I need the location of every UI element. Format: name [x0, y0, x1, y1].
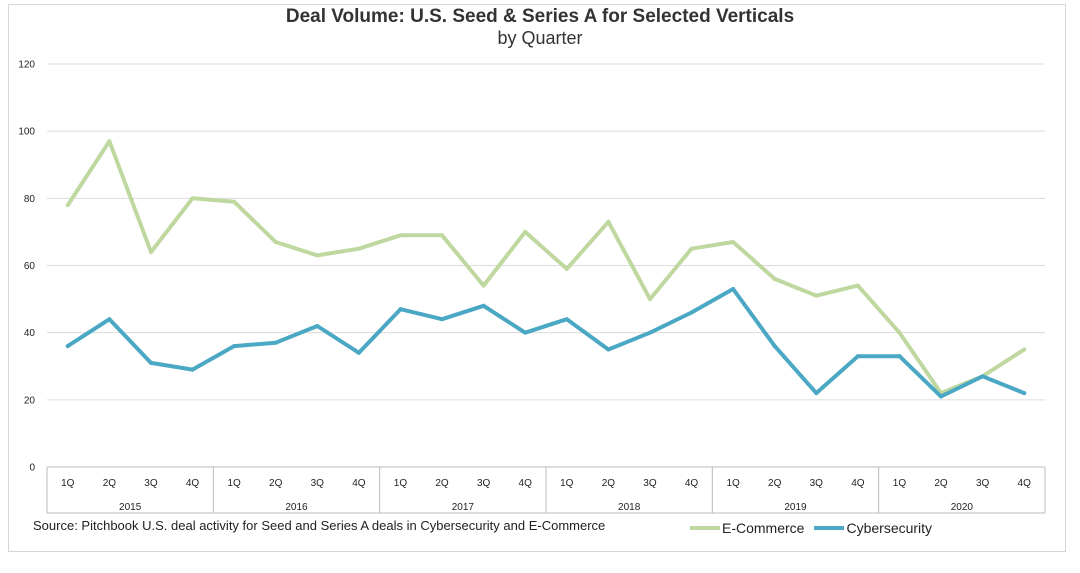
data-point-cybersecurity — [315, 323, 320, 328]
x-year-label: 2017 — [452, 502, 475, 513]
legend-label-ecommerce: E-Commerce — [722, 520, 805, 536]
data-point-cybersecurity — [190, 367, 195, 372]
x-tick-label: 2Q — [103, 478, 117, 489]
data-point-cybersecurity — [606, 347, 611, 352]
x-year-label: 2018 — [618, 502, 641, 513]
x-year-label: 2015 — [119, 502, 142, 513]
x-tick-label: 4Q — [186, 478, 200, 489]
data-point-cybersecurity — [647, 330, 652, 335]
x-tick-label: 1Q — [893, 478, 907, 489]
data-point-e-commerce — [148, 250, 153, 255]
data-point-e-commerce — [772, 276, 777, 281]
legend-swatch-cybersecurity — [814, 526, 845, 530]
x-tick-label: 3Q — [477, 478, 491, 489]
legend-item-ecommerce: E-Commerce — [690, 520, 804, 536]
data-point-cybersecurity — [232, 344, 237, 349]
x-tick-label: 2Q — [602, 478, 616, 489]
data-point-e-commerce — [65, 203, 70, 208]
data-point-cybersecurity — [897, 354, 902, 359]
x-tick-label: 4Q — [685, 478, 699, 489]
x-tick-label: 2Q — [435, 478, 449, 489]
x-year-label: 2020 — [951, 502, 974, 513]
x-year-label: 2016 — [285, 502, 308, 513]
x-tick-label: 2Q — [768, 478, 782, 489]
chart-title: Deal Volume: U.S. Seed & Series A for Se… — [285, 6, 795, 27]
legend-item-cybersecurity: Cybersecurity — [814, 520, 932, 536]
x-year-label: 2019 — [784, 502, 807, 513]
data-point-cybersecurity — [814, 391, 819, 396]
x-tick-label: 3Q — [976, 478, 990, 489]
data-point-cybersecurity — [1022, 391, 1027, 396]
x-tick-label: 4Q — [1018, 478, 1032, 489]
x-tick-label: 1Q — [61, 478, 75, 489]
y-tick-label: 0 — [29, 463, 35, 474]
data-point-e-commerce — [273, 239, 278, 244]
data-point-cybersecurity — [107, 317, 112, 322]
x-tick-label: 3Q — [810, 478, 824, 489]
data-point-e-commerce — [523, 229, 528, 234]
data-point-e-commerce — [564, 266, 569, 271]
chart-subtitle: by Quarter — [497, 28, 583, 48]
data-point-e-commerce — [689, 246, 694, 251]
legend-swatch-ecommerce — [690, 526, 720, 530]
data-point-cybersecurity — [564, 317, 569, 322]
data-point-e-commerce — [647, 297, 652, 302]
data-point-cybersecurity — [689, 310, 694, 315]
x-tick-label: 1Q — [227, 478, 241, 489]
data-point-e-commerce — [814, 293, 819, 298]
x-tick-label: 2Q — [934, 478, 948, 489]
y-tick-label: 120 — [18, 60, 35, 71]
series-line-e-commerce — [65, 139, 1027, 396]
data-point-cybersecurity — [855, 354, 860, 359]
x-tick-label: 4Q — [352, 478, 366, 489]
data-point-e-commerce — [731, 239, 736, 244]
x-tick-label: 3Q — [311, 478, 325, 489]
data-point-cybersecurity — [356, 350, 361, 355]
data-point-e-commerce — [232, 199, 237, 204]
chart-source-note: Source: Pitchbook U.S. deal activity for… — [33, 518, 606, 533]
data-point-cybersecurity — [980, 374, 985, 379]
legend-label-cybersecurity: Cybersecurity — [846, 520, 933, 536]
y-tick-label: 40 — [24, 328, 36, 339]
data-point-cybersecurity — [440, 317, 445, 322]
x-tick-label: 3Q — [643, 478, 657, 489]
data-point-cybersecurity — [939, 394, 944, 399]
data-point-cybersecurity — [523, 330, 528, 335]
x-tick-label: 1Q — [726, 478, 740, 489]
data-point-cybersecurity — [772, 344, 777, 349]
data-point-e-commerce — [440, 233, 445, 238]
data-point-cybersecurity — [731, 287, 736, 292]
data-point-e-commerce — [398, 233, 403, 238]
data-point-e-commerce — [356, 246, 361, 251]
data-point-e-commerce — [855, 283, 860, 288]
x-tick-label: 1Q — [560, 478, 574, 489]
x-tick-label: 1Q — [394, 478, 408, 489]
x-tick-label: 4Q — [851, 478, 865, 489]
data-point-e-commerce — [606, 219, 611, 224]
data-point-e-commerce — [481, 283, 486, 288]
x-tick-label: 4Q — [519, 478, 533, 489]
data-point-e-commerce — [1022, 347, 1027, 352]
y-tick-label: 100 — [18, 127, 35, 138]
x-tick-label: 2Q — [269, 478, 283, 489]
data-point-e-commerce — [190, 196, 195, 201]
data-point-e-commerce — [107, 139, 112, 144]
y-tick-label: 80 — [24, 194, 36, 205]
data-point-cybersecurity — [148, 360, 153, 365]
data-point-e-commerce — [315, 253, 320, 258]
series-line-cybersecurity — [65, 287, 1027, 399]
chart-frame — [8, 4, 1066, 552]
y-tick-label: 60 — [24, 261, 36, 272]
data-point-cybersecurity — [65, 344, 70, 349]
data-point-cybersecurity — [398, 307, 403, 312]
x-tick-label: 3Q — [144, 478, 158, 489]
chart-legend: E-Commerce Cybersecurity — [690, 520, 942, 536]
y-tick-label: 20 — [24, 395, 36, 406]
data-point-cybersecurity — [273, 340, 278, 345]
data-point-cybersecurity — [481, 303, 486, 308]
data-point-e-commerce — [897, 330, 902, 335]
